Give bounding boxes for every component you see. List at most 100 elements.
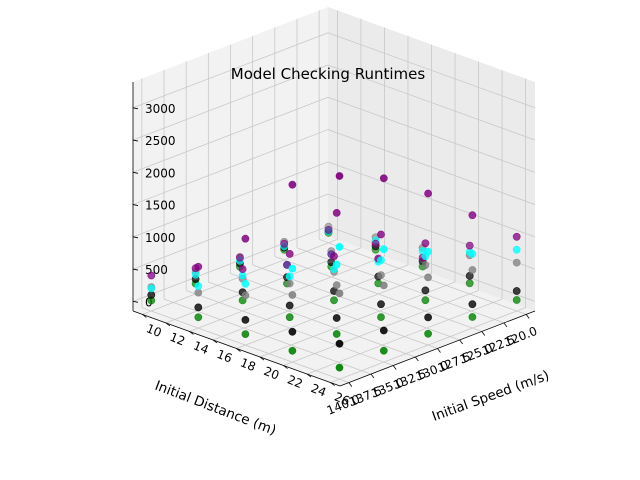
data-point-series-4	[238, 265, 247, 273]
data-point-series-4	[241, 234, 250, 243]
data-point-series-0	[379, 346, 388, 355]
x-tick-mark	[370, 373, 375, 379]
z-tick-mark	[132, 268, 139, 271]
y-tick-label: 18	[238, 355, 257, 374]
data-point-series-0	[332, 330, 341, 338]
grid-line-z	[327, 161, 536, 238]
y-tick-label: 20	[262, 364, 281, 383]
z-tick-mark	[132, 107, 139, 110]
z-tick-label: 2000	[145, 166, 176, 180]
y-tick-label: 14	[191, 338, 210, 357]
data-point-series-4	[288, 180, 297, 189]
data-point-series-3	[335, 242, 344, 251]
data-point-series-0	[377, 313, 385, 321]
y-tick-mark	[165, 322, 171, 327]
data-point-series-4	[324, 225, 333, 234]
x-axis-label: Initial Distance (m)	[153, 378, 279, 439]
x-tick-mark	[392, 365, 397, 370]
z-tick-mark	[132, 171, 139, 174]
y-tick-mark	[306, 373, 312, 378]
data-point-series-3	[468, 249, 477, 258]
data-point-series-1	[468, 300, 477, 309]
data-point-series-0	[421, 296, 430, 305]
y-tick-label: 12	[168, 330, 187, 349]
grid-line-y	[189, 256, 385, 332]
data-point-series-2	[512, 258, 521, 267]
y-tick-mark	[189, 331, 194, 335]
data-point-series-0	[285, 313, 294, 322]
data-point-series-2	[335, 289, 344, 298]
x-tick-mark	[437, 348, 441, 353]
data-point-series-4	[194, 262, 203, 271]
grid-line-y	[330, 307, 526, 383]
data-point-series-1	[335, 339, 344, 348]
data-point-series-4	[235, 253, 244, 262]
data-points	[147, 172, 521, 372]
grid-line-z	[327, 129, 536, 205]
data-point-series-0	[288, 346, 297, 355]
x-tick-mark	[503, 322, 508, 328]
y-tick-label: 10	[144, 321, 163, 340]
data-point-series-4	[465, 241, 474, 250]
data-point-series-4	[280, 239, 289, 248]
data-point-series-2	[285, 279, 294, 288]
z-tick-label: 1000	[145, 231, 176, 245]
grid-line-z	[132, 64, 329, 141]
data-point-series-3	[424, 247, 432, 256]
data-point-series-2	[332, 281, 341, 289]
data-point-series-4	[330, 252, 338, 261]
data-point-series-3	[288, 264, 297, 273]
data-point-series-0	[241, 330, 250, 338]
x-tick-mark	[459, 339, 463, 345]
data-point-series-0	[194, 313, 203, 322]
data-point-series-3	[379, 245, 388, 254]
data-point-series-4	[332, 208, 341, 217]
x-tick-mark	[415, 356, 419, 362]
data-point-series-2	[468, 266, 477, 274]
grid-line-z	[132, 129, 329, 205]
y-tick-label: 22	[285, 372, 304, 391]
y-tick-mark	[259, 356, 265, 361]
data-point-series-3	[377, 256, 385, 265]
data-point-series-4	[421, 239, 430, 248]
data-point-series-3	[332, 260, 341, 269]
data-point-series-2	[194, 288, 203, 297]
data-point-series-3	[285, 272, 294, 281]
data-point-series-0	[330, 296, 338, 305]
data-point-series-1	[512, 287, 521, 295]
grid-line-z	[327, 225, 536, 302]
data-point-series-3	[512, 245, 521, 254]
data-point-series-0	[468, 313, 477, 321]
z-tick-mark	[132, 236, 139, 239]
data-point-series-1	[332, 314, 341, 322]
data-point-series-4	[335, 172, 344, 180]
y-tick-mark	[283, 365, 288, 369]
grid-line-z	[132, 225, 329, 302]
data-point-series-2	[379, 281, 388, 290]
x-tick-mark	[525, 314, 530, 319]
grid-line-z	[327, 64, 536, 141]
data-point-series-0	[335, 363, 344, 372]
data-point-series-4	[371, 239, 380, 248]
data-point-series-1	[288, 327, 297, 336]
data-point-series-1	[241, 315, 250, 324]
data-point-series-2	[421, 261, 430, 270]
data-point-series-4	[147, 271, 156, 280]
y-tick-label: 26	[332, 390, 351, 409]
y-tick-mark	[330, 382, 335, 386]
y-tick-label: 16	[215, 347, 234, 366]
grid-line-z	[327, 32, 536, 109]
data-point-series-4	[377, 230, 385, 239]
z-tick-label: 2500	[145, 134, 176, 148]
z-tick-mark	[132, 300, 139, 303]
data-point-series-1	[285, 301, 294, 310]
data-point-series-0	[512, 296, 521, 304]
grid-line-z	[132, 32, 329, 109]
data-point-series-3	[241, 279, 250, 288]
data-point-series-2	[288, 291, 297, 299]
data-point-series-1	[379, 326, 388, 335]
grid-line-z	[327, 193, 536, 270]
x-tick-mark	[481, 331, 486, 336]
